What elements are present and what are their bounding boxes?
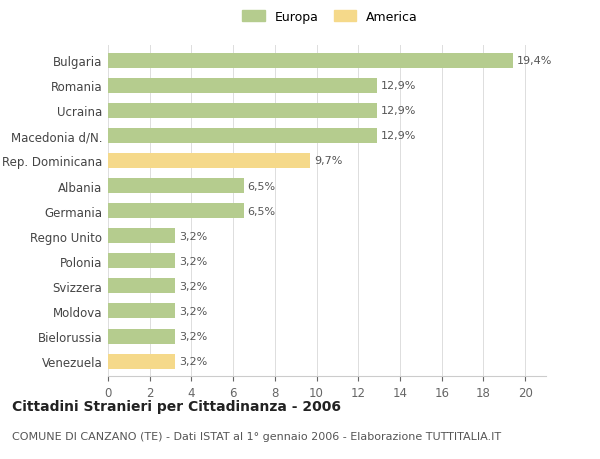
Text: 12,9%: 12,9% xyxy=(381,81,416,91)
Bar xyxy=(108,329,175,344)
Bar xyxy=(108,179,244,194)
Text: 19,4%: 19,4% xyxy=(517,56,552,66)
Text: COMUNE DI CANZANO (TE) - Dati ISTAT al 1° gennaio 2006 - Elaborazione TUTTITALIA: COMUNE DI CANZANO (TE) - Dati ISTAT al 1… xyxy=(12,431,501,442)
Text: 3,2%: 3,2% xyxy=(179,356,207,366)
Bar xyxy=(108,229,175,244)
Text: 3,2%: 3,2% xyxy=(179,281,207,291)
Text: 12,9%: 12,9% xyxy=(381,106,416,116)
Bar xyxy=(108,154,310,168)
Bar xyxy=(108,279,175,294)
Text: 6,5%: 6,5% xyxy=(248,181,276,191)
Text: Cittadini Stranieri per Cittadinanza - 2006: Cittadini Stranieri per Cittadinanza - 2… xyxy=(12,399,341,413)
Bar xyxy=(108,204,244,218)
Bar xyxy=(108,53,512,68)
Text: 9,7%: 9,7% xyxy=(314,156,343,166)
Text: 3,2%: 3,2% xyxy=(179,331,207,341)
Text: 3,2%: 3,2% xyxy=(179,231,207,241)
Text: 3,2%: 3,2% xyxy=(179,256,207,266)
Bar xyxy=(108,129,377,144)
Bar xyxy=(108,78,377,94)
Bar xyxy=(108,103,377,118)
Text: 6,5%: 6,5% xyxy=(248,206,276,216)
Text: 12,9%: 12,9% xyxy=(381,131,416,141)
Bar xyxy=(108,354,175,369)
Legend: Europa, America: Europa, America xyxy=(242,11,418,24)
Bar xyxy=(108,304,175,319)
Bar xyxy=(108,254,175,269)
Text: 3,2%: 3,2% xyxy=(179,306,207,316)
